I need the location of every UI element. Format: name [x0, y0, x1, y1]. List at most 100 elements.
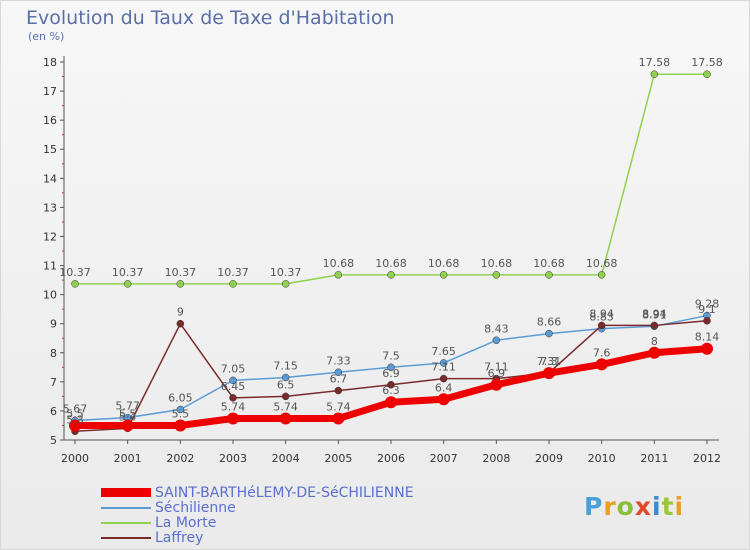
series-point — [176, 280, 185, 288]
data-label: 6.4 — [435, 381, 453, 394]
data-label: 7.3 — [540, 355, 558, 368]
data-label: 7.11 — [484, 361, 509, 374]
data-label: 7.5 — [382, 349, 400, 362]
logo-letter: P — [584, 492, 604, 521]
series-point — [387, 271, 395, 279]
proxiti-logo: Proxiti — [584, 492, 684, 521]
x-tick-label: 2002 — [166, 452, 194, 465]
series-point — [490, 378, 503, 391]
data-label: 8.14 — [695, 331, 720, 344]
data-label: 7.33 — [326, 354, 351, 367]
data-label: 8.83 — [589, 311, 614, 324]
series-point — [229, 280, 237, 288]
x-tick-label: 2012 — [693, 452, 721, 465]
data-label: 7.65 — [431, 345, 456, 358]
series-point — [545, 271, 553, 279]
x-tick-label: 2001 — [114, 452, 142, 465]
series-point — [387, 363, 395, 372]
y-tick-label: 11 — [43, 260, 57, 273]
series-point — [121, 419, 134, 432]
series-point — [703, 317, 711, 325]
legend-label: Séchilienne — [155, 499, 236, 516]
x-tick-label: 2009 — [535, 452, 563, 465]
data-label: 8 — [651, 335, 658, 348]
series-point — [332, 412, 345, 425]
data-label: 10.37 — [59, 266, 91, 279]
data-label: 9 — [177, 306, 184, 319]
y-tick-label: 14 — [43, 172, 57, 185]
series-point — [334, 271, 343, 279]
legend-label: SAINT-BARTHéLEMY-DE-SéCHILIENNE — [155, 484, 414, 501]
x-tick-label: 2000 — [61, 452, 89, 465]
legend-swatch — [101, 488, 151, 497]
data-label: 17.58 — [691, 56, 723, 69]
y-tick-label: 13 — [43, 201, 57, 214]
logo-letter: o — [616, 492, 635, 521]
y-tick-label: 16 — [43, 114, 57, 127]
data-label: 5.5 — [119, 407, 137, 420]
series-point — [492, 271, 501, 279]
data-label: 5.5 — [66, 407, 84, 420]
series-point — [281, 373, 290, 382]
legend: SAINT-BARTHéLEMY-DE-SéCHILIENNE Séchilien… — [101, 484, 414, 546]
data-label: 5.5 — [172, 407, 190, 420]
logo-letter: i — [674, 492, 685, 521]
y-tick-label: 10 — [43, 289, 57, 302]
series-point — [387, 381, 395, 389]
data-label: 6.05 — [168, 391, 193, 404]
data-label: 5.3 — [66, 413, 84, 426]
data-label: 6.5 — [277, 378, 295, 391]
series-point — [334, 386, 343, 395]
series-point — [545, 329, 553, 338]
series-point — [437, 393, 450, 406]
x-tick-label: 2006 — [377, 452, 405, 465]
data-label: 10.68 — [428, 257, 460, 270]
series-point — [650, 70, 659, 78]
series-point — [439, 359, 448, 367]
series-point — [229, 376, 237, 385]
legend-item: Laffrey — [101, 530, 414, 546]
y-tick-label: 17 — [43, 85, 57, 98]
series-point — [543, 367, 555, 380]
data-label: 9.28 — [695, 298, 720, 311]
x-tick-label: 2005 — [324, 452, 352, 465]
legend-label: La Morte — [155, 514, 217, 531]
data-label: 7.31 — [537, 355, 562, 368]
x-tick-label: 2011 — [640, 452, 668, 465]
y-tick-label: 5 — [50, 434, 57, 447]
series-point — [703, 70, 711, 78]
legend-swatch — [101, 521, 151, 524]
series-point — [69, 419, 81, 432]
data-label: 6.3 — [382, 384, 400, 397]
series-point — [71, 280, 79, 288]
series-point — [701, 342, 713, 355]
x-tick-label: 2004 — [272, 452, 300, 465]
series-point — [229, 394, 237, 402]
series-point — [281, 280, 290, 288]
series-point — [595, 358, 608, 371]
legend-item: SAINT-BARTHéLEMY-DE-SéCHILIENNE — [101, 484, 414, 501]
data-label: 10.37 — [165, 266, 197, 279]
x-tick-label: 2008 — [482, 452, 510, 465]
data-label: 10.37 — [270, 266, 302, 279]
data-label: 10.68 — [323, 257, 355, 270]
data-label: 5.67 — [63, 403, 88, 416]
data-label: 5.4 — [119, 410, 137, 423]
data-label: 10.68 — [375, 257, 407, 270]
series-point — [227, 412, 239, 425]
legend-swatch — [101, 536, 151, 539]
series-point — [597, 321, 606, 330]
legend-item: La Morte — [101, 514, 414, 531]
y-tick-label: 9 — [50, 318, 57, 331]
series-point — [176, 319, 185, 328]
series-point — [123, 280, 132, 288]
data-label: 5.74 — [221, 400, 246, 413]
series-point — [279, 412, 292, 425]
data-label: 9.1 — [698, 303, 716, 316]
y-tick-label: 12 — [43, 230, 57, 243]
data-label: 8.94 — [642, 307, 667, 320]
x-tick-label: 2003 — [219, 452, 247, 465]
series-point — [174, 419, 187, 432]
